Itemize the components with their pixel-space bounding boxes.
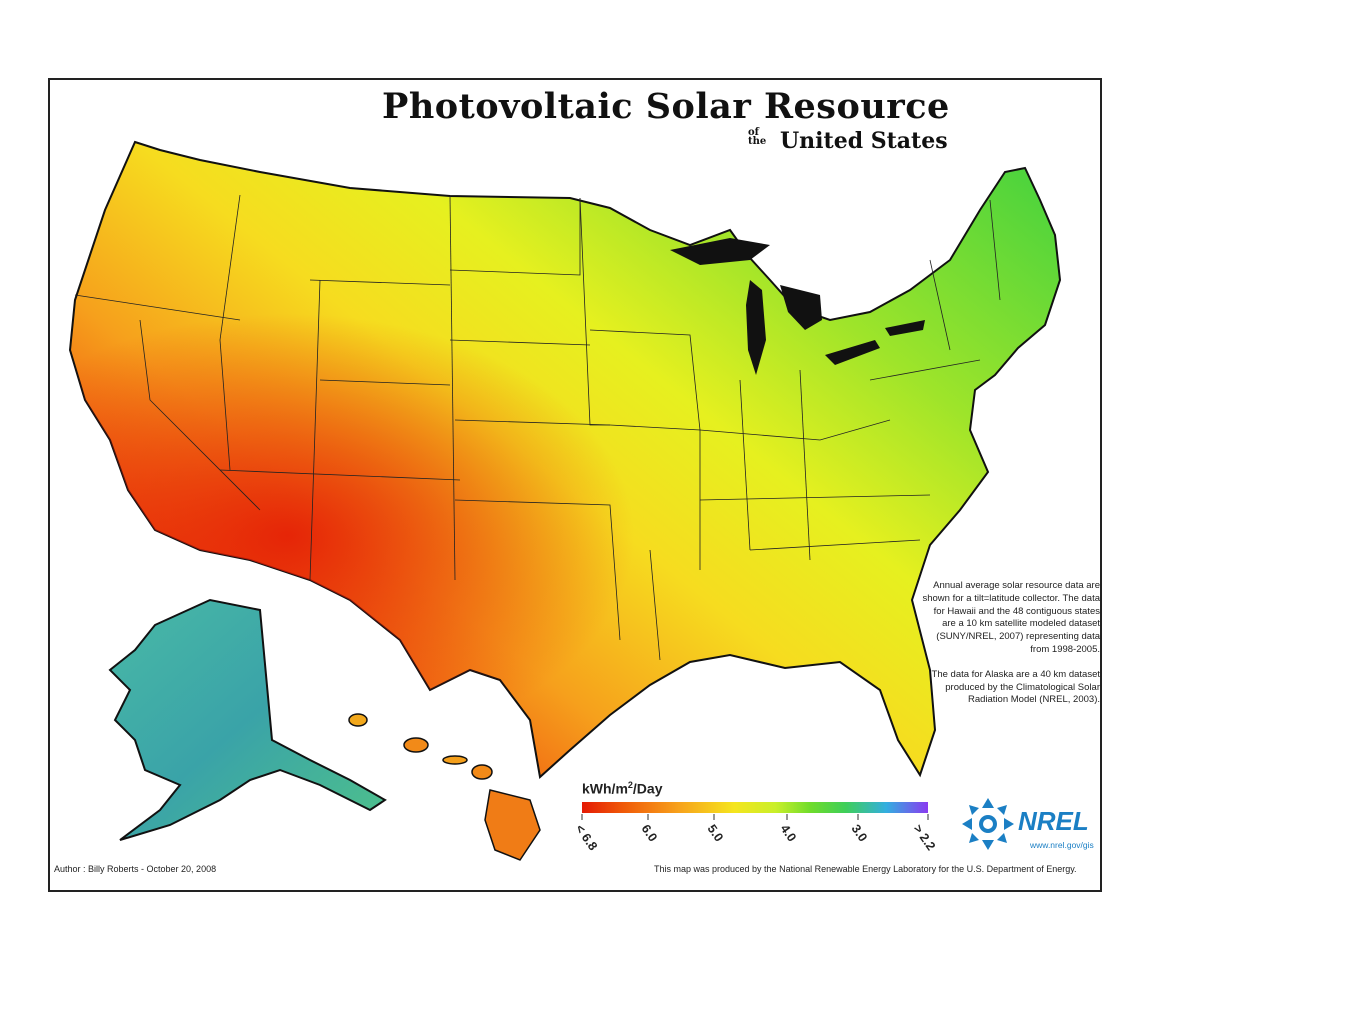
border-line (699, 419, 891, 441)
note-paragraph: The data for Alaska are a 40 km dataset … (931, 668, 1100, 706)
border-line (449, 195, 456, 581)
border-line (219, 194, 241, 341)
subtitle-united-states: United States (780, 128, 948, 154)
border-line (649, 549, 661, 661)
border-line (799, 369, 811, 561)
lake-huron (780, 285, 822, 330)
hawaii-island-kauai (348, 713, 368, 727)
state-borders (74, 194, 1001, 661)
map-title: Photovoltaic Solar Resource (382, 86, 950, 127)
nrel-emblem-icon (962, 798, 1014, 850)
border-line (699, 494, 931, 501)
lake-superior (670, 238, 770, 265)
border-line (579, 197, 610, 426)
unit-main: kWh/m (582, 780, 628, 797)
border-line (749, 539, 921, 551)
map-frame: Photovoltaic Solar Resource of the Unite… (48, 78, 1102, 892)
border-line (454, 419, 611, 426)
southwest-heat-overlay (70, 142, 1060, 777)
border-line (454, 499, 621, 641)
border-line (989, 199, 1001, 301)
unit-sup: 2 (627, 780, 633, 790)
subtitle-of: of (748, 127, 759, 138)
nrel-url: www.nrel.gov/gis (1030, 840, 1094, 850)
border-line (869, 359, 981, 381)
border-line (319, 379, 451, 386)
border-line (309, 279, 451, 286)
border-line (309, 279, 321, 581)
border-line (219, 469, 461, 481)
author-credit: Author : Billy Roberts - October 20, 200… (54, 864, 217, 874)
note-paragraph: Annual average solar resource data are s… (922, 580, 1100, 655)
legend-color-bar (582, 802, 928, 813)
border-line (589, 329, 701, 431)
hawaii-island-oahu (403, 737, 429, 753)
hawaii-island-big (484, 789, 541, 861)
border-line (449, 198, 581, 276)
hawaii-island-molokai (442, 755, 468, 765)
lake-ontario (885, 320, 925, 336)
border-line (449, 339, 591, 346)
border-line (139, 319, 261, 511)
data-note: Annual average solar resource data are s… (918, 580, 1100, 719)
hawaii-island-maui (471, 764, 493, 780)
nrel-logo-text: NREL (1018, 806, 1089, 836)
border-line (929, 259, 951, 351)
alaska-shape (108, 598, 387, 841)
hawaii-islands (348, 713, 541, 861)
border-line (74, 294, 241, 321)
nrel-logo: NREL www.nrel.gov/gis (960, 796, 1100, 852)
producer-credit: This map was produced by the National Re… (654, 864, 1077, 874)
border-line (219, 339, 231, 471)
subtitle-the: the (748, 136, 767, 147)
lake-michigan (746, 280, 766, 375)
legend-tick-marks (581, 814, 929, 820)
border-line (739, 379, 751, 551)
lake-erie (825, 340, 880, 365)
map-canvas (68, 140, 1062, 861)
unit-tail: /Day (632, 780, 663, 797)
legend-unit: kWh/m2/Day (582, 780, 662, 797)
